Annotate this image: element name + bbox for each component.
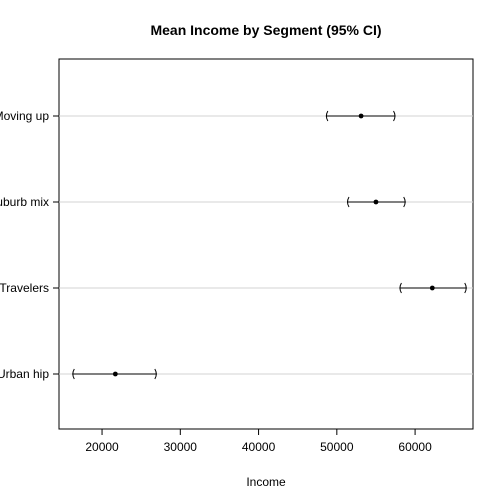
mean-point [358,113,364,119]
y-tick-label: Moving up [0,109,49,123]
ci-lower-cap [72,368,75,380]
mean-point [373,199,379,205]
mean-point [112,371,118,377]
x-axis-label: Income [246,475,286,489]
x-tick-label: 30000 [164,440,198,454]
y-tick-label: Suburb mix [0,195,49,209]
y-tick-label: Urban hip [0,367,49,381]
chart-title: Mean Income by Segment (95% CI) [150,22,381,38]
x-tick-label: 20000 [85,440,119,454]
ci-lower-cap [325,110,329,122]
y-axis: Urban hip Travelers Suburb mix Moving up [0,109,59,381]
x-tick-label: 40000 [242,440,276,454]
ci-upper-cap [464,282,467,294]
x-axis: 20000 30000 40000 50000 60000 [85,428,432,454]
ci-lower-cap [399,282,402,294]
x-tick-label: 60000 [398,440,432,454]
y-tick-label: Travelers [0,281,49,295]
ci-lower-cap [347,196,350,208]
x-tick-label: 50000 [320,440,354,454]
ci-upper-cap [393,110,396,122]
mean-point [429,285,435,291]
ci-upper-cap [154,368,157,380]
ci-upper-cap [403,196,406,208]
data-marks [72,110,467,380]
gridlines [59,115,473,375]
